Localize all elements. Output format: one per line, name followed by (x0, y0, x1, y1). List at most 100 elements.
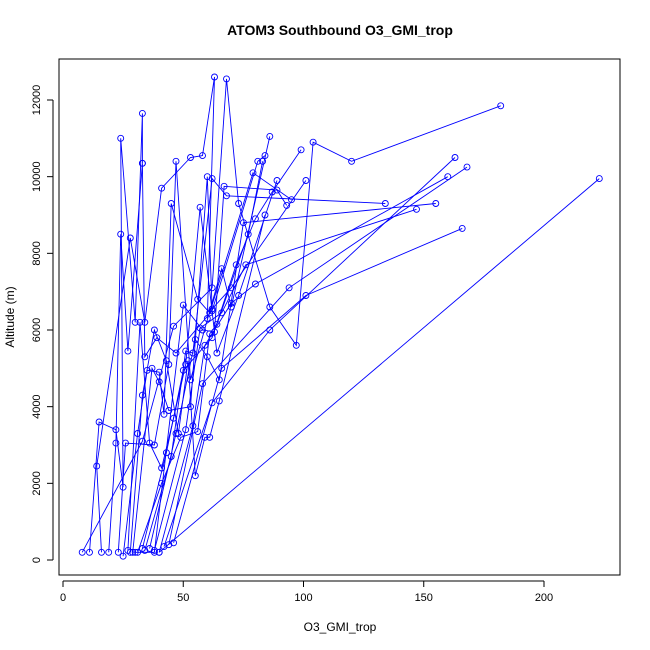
data-point (302, 177, 310, 184)
x-axis: 0 50 100 150 200 (60, 580, 553, 604)
data-point (266, 303, 274, 311)
data-point (143, 366, 151, 374)
data-point (182, 426, 190, 434)
x-tick-label: 100 (294, 592, 312, 604)
data-point (162, 449, 170, 457)
data-point (155, 548, 163, 556)
data-point (283, 201, 291, 209)
series-line-4 (108, 155, 266, 553)
series-line-1 (81, 78, 501, 553)
data-point (249, 169, 257, 177)
data-point (268, 188, 276, 196)
plot-frame (58, 58, 621, 576)
data-point (160, 543, 168, 551)
data-point (131, 548, 139, 556)
data-point (235, 200, 243, 207)
data-point (266, 326, 274, 334)
x-axis-label: O3_GMI_trop (304, 620, 377, 634)
data-point (112, 426, 120, 434)
data-point (211, 328, 218, 336)
chart-title: ATOM3 Southbound O3_GMI_trop (227, 22, 453, 38)
data-point (261, 152, 269, 160)
data-point (458, 224, 466, 232)
data-point (167, 200, 175, 207)
data-point (119, 552, 127, 560)
data-point (182, 347, 190, 355)
data-point (244, 230, 252, 238)
data-point (227, 303, 235, 311)
data-point (86, 548, 93, 556)
data-point (117, 230, 125, 238)
data-point (179, 366, 187, 374)
data-point (153, 334, 161, 342)
data-point (146, 545, 154, 552)
data-point (285, 284, 293, 292)
data-point (165, 361, 173, 368)
data-point (196, 203, 204, 211)
data-point (194, 295, 202, 303)
data-point (242, 261, 250, 269)
data-point (232, 261, 240, 269)
data-point (136, 318, 144, 326)
data-point (213, 320, 221, 328)
data-point (218, 364, 226, 372)
x-tick-label: 50 (177, 592, 189, 604)
data-point (170, 322, 178, 330)
data-point (194, 428, 202, 436)
data-point (150, 546, 158, 554)
series-line-17 (163, 157, 456, 547)
data-point (196, 324, 204, 332)
data-point (93, 462, 101, 470)
data-point (595, 175, 603, 183)
series-line-15 (153, 208, 417, 551)
series-line-6 (122, 172, 292, 557)
y-tick-label: 6000 (31, 318, 43, 342)
data-point (213, 349, 221, 357)
data-point (223, 75, 230, 83)
data-point (134, 430, 142, 437)
data-point (141, 353, 149, 361)
data-point (131, 318, 139, 326)
data-point (199, 152, 206, 160)
data-point (170, 539, 178, 547)
data-point (158, 464, 166, 472)
y-tick-label: 4000 (31, 394, 43, 418)
data-point (105, 548, 113, 556)
data-point (187, 154, 194, 161)
data-point (254, 157, 262, 165)
data-point (201, 433, 209, 441)
data-point (206, 309, 214, 317)
series-line-8 (129, 214, 266, 553)
data-point (95, 418, 103, 426)
data-point (206, 330, 214, 338)
series-layer (78, 73, 603, 560)
data-point (134, 548, 142, 556)
data-point (273, 177, 281, 184)
data-point (191, 336, 199, 344)
series-line-9 (132, 176, 307, 553)
data-point (208, 305, 216, 313)
series-line-16 (158, 176, 449, 553)
data-point (182, 361, 190, 368)
data-point (146, 439, 154, 447)
data-point (158, 479, 166, 487)
data-point (208, 307, 216, 315)
data-point (348, 157, 356, 165)
data-point (208, 284, 216, 292)
series-line-19 (173, 227, 463, 543)
data-point (189, 422, 197, 430)
data-point (165, 407, 173, 414)
data-point (218, 309, 226, 317)
data-point (206, 433, 214, 441)
data-point (215, 376, 223, 384)
data-point (208, 334, 216, 342)
data-point (158, 184, 166, 192)
data-point (114, 548, 122, 556)
x-tick-label: 0 (60, 592, 66, 604)
x-tick-label: 200 (535, 592, 553, 604)
data-point (463, 163, 471, 171)
data-point (172, 430, 180, 437)
data-point (227, 299, 235, 307)
data-point (172, 157, 180, 165)
data-point (444, 173, 452, 181)
